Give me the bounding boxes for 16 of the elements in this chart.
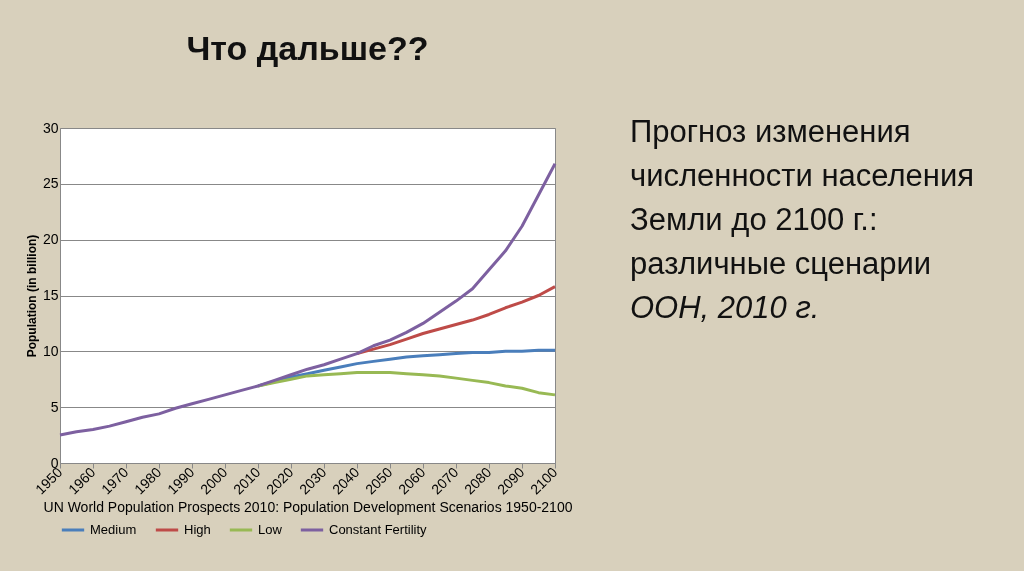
x-axis-title: UN World Population Prospects 2010: Population Development Scenarios 1950-2100 bbox=[43, 499, 573, 516]
y-tick-label: 5 bbox=[50, 398, 59, 415]
legend-label: Medium bbox=[90, 522, 137, 537]
y-tick-label: 25 bbox=[42, 175, 59, 192]
legend-label: Constant Fertility bbox=[329, 522, 428, 537]
legend-label: Low bbox=[258, 522, 283, 537]
y-tick-label: 30 bbox=[42, 119, 59, 136]
y-tick-label: 15 bbox=[42, 287, 59, 303]
chart-title: Что дальше?? bbox=[186, 29, 429, 67]
y-tick-label: 10 bbox=[42, 342, 59, 359]
line-series bbox=[58, 162, 557, 437]
legend-label: High bbox=[184, 522, 211, 537]
text: ООН, 2010 г. bbox=[630, 290, 820, 325]
y-tick-label: 20 bbox=[42, 231, 59, 248]
y-axis-title: Population (in billion) bbox=[24, 234, 39, 358]
text: Прогноз изменения численности населения Земли до 2100 г.: различные сценарии bbox=[630, 114, 975, 281]
